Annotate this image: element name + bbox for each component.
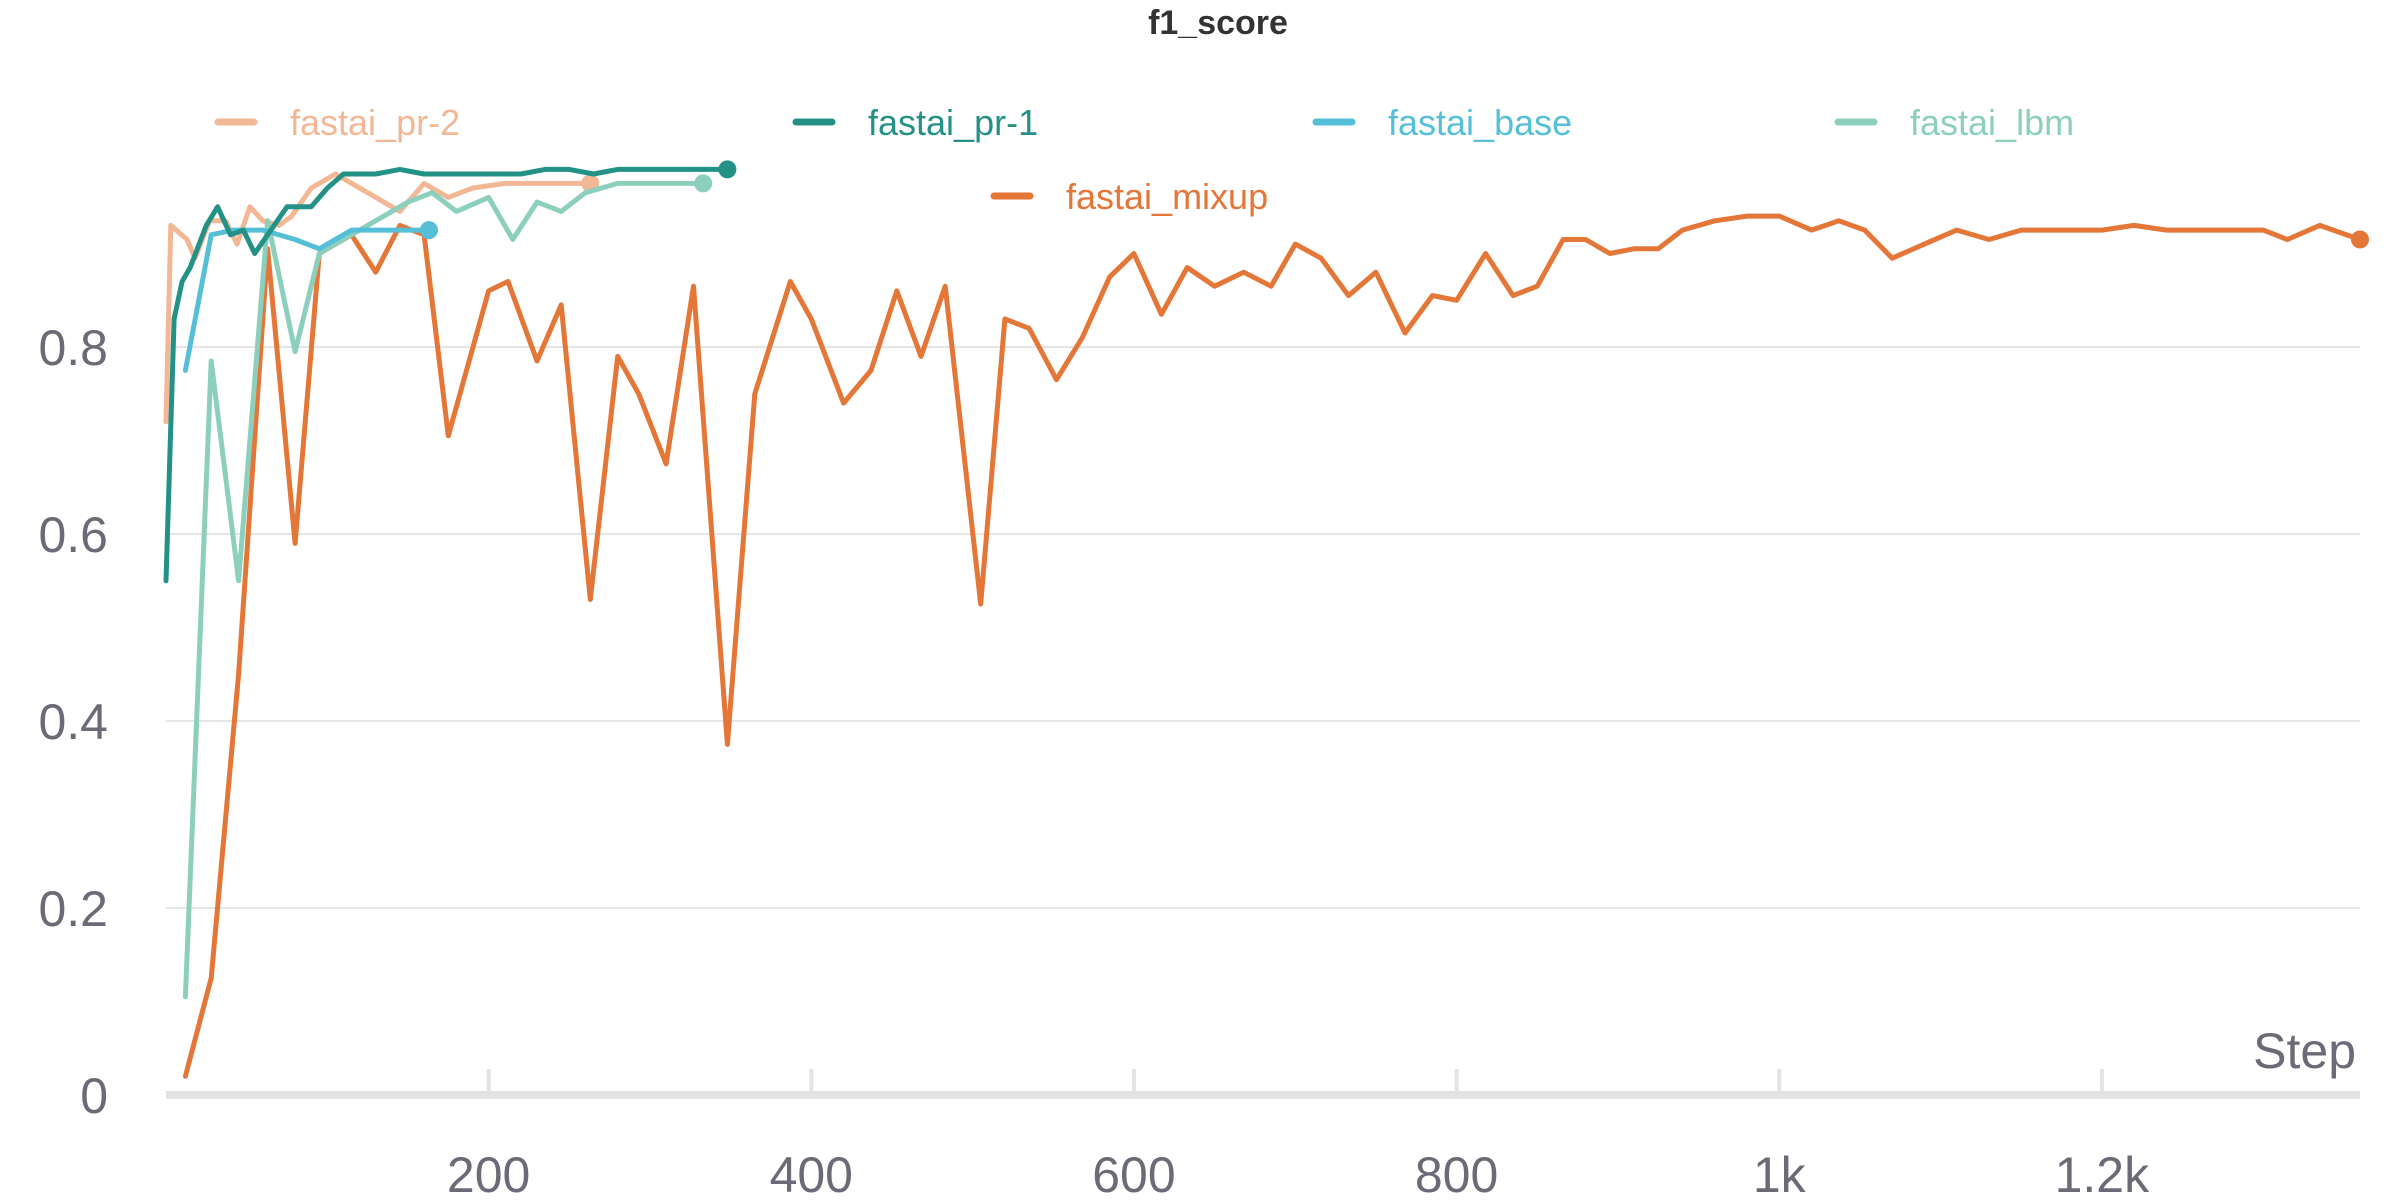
series-end-point — [718, 160, 737, 179]
legend-label: fastai_base — [1388, 102, 1572, 143]
series-line-fastai_pr-1 — [163, 166, 730, 584]
y-tick-label: 0 — [80, 1068, 108, 1124]
grid — [166, 346, 2360, 909]
legend: fastai_pr-2 fastai_pr-1 fastai_base fastai_… — [214, 102, 2074, 217]
x-tick-label: 200 — [447, 1147, 530, 1200]
legend-label: fastai_mixup — [1066, 176, 1268, 217]
y-tick-label: 0.6 — [38, 507, 108, 563]
x-axis: 200 400 600 800 1k 1.2k — [166, 1069, 2360, 1200]
series-end-point — [694, 174, 713, 193]
legend-label: fastai_lbm — [1910, 102, 2074, 143]
series-line-fastai_mixup — [182, 213, 2363, 1079]
series-group — [163, 160, 2369, 1079]
series-line-fastai_lbm — [182, 180, 706, 1000]
y-axis: 0 0.2 0.4 0.6 0.8 — [38, 320, 108, 1124]
series-line-fastai_base — [182, 227, 432, 373]
x-tick-label: 1k — [1753, 1147, 1807, 1200]
legend-item[interactable]: fastai_base — [1312, 102, 1572, 143]
x-tick-label: 400 — [770, 1147, 853, 1200]
series-end-point — [419, 221, 438, 240]
legend-item[interactable]: fastai_mixup — [990, 176, 1268, 217]
series-end-point — [2351, 230, 2369, 249]
x-tick-label: 800 — [1415, 1147, 1498, 1200]
x-tick-label: 1.2k — [2055, 1147, 2151, 1200]
legend-label: fastai_pr-2 — [290, 102, 460, 143]
chart-title: f1_score — [1148, 4, 1288, 42]
series-line-fastai_pr-2 — [163, 171, 593, 425]
legend-item[interactable]: fastai_lbm — [1834, 102, 2074, 143]
legend-label: fastai_pr-1 — [868, 102, 1038, 143]
x-axis-label: Step — [2253, 1023, 2356, 1079]
legend-item[interactable]: fastai_pr-1 — [792, 102, 1038, 143]
y-tick-label: 0.8 — [38, 320, 108, 376]
legend-item[interactable]: fastai_pr-2 — [214, 102, 460, 143]
y-tick-label: 0.2 — [38, 881, 108, 937]
y-tick-label: 0.4 — [38, 694, 108, 750]
x-tick-label: 600 — [1092, 1147, 1175, 1200]
